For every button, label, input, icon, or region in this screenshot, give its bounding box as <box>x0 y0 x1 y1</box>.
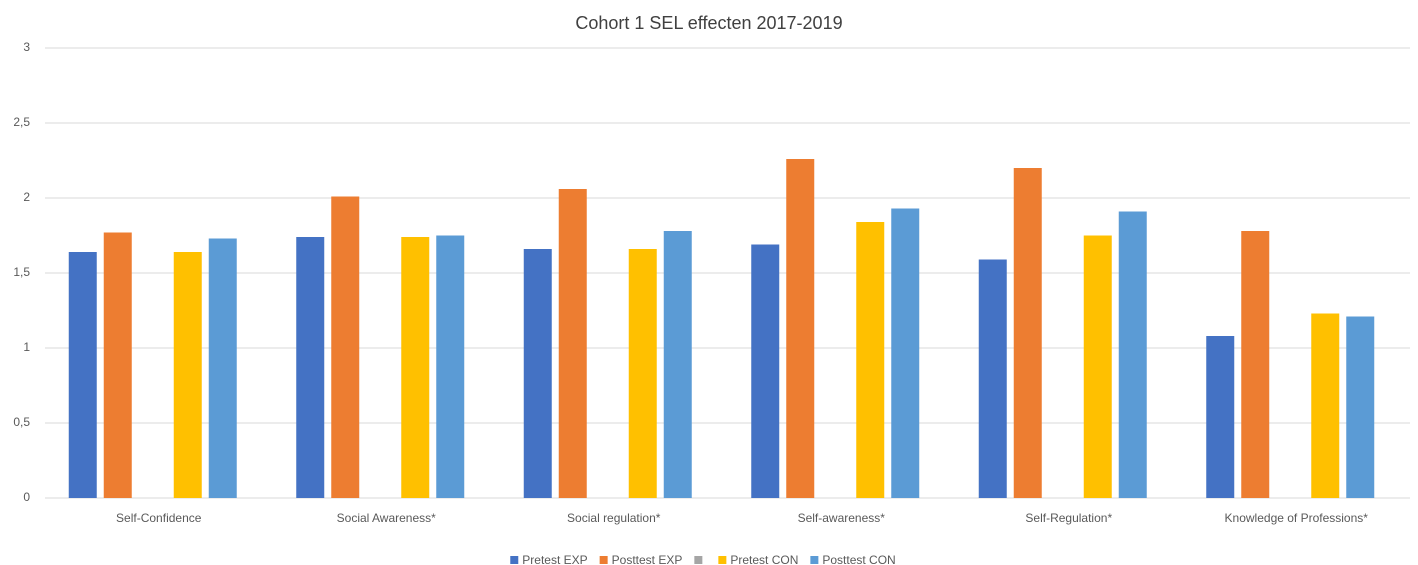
legend-label: Pretest EXP <box>522 553 587 565</box>
bar <box>558 189 587 498</box>
y-tick-label: 0 <box>23 490 30 504</box>
y-tick-label: 2 <box>23 190 30 204</box>
x-tick-label: Self-Regulation* <box>1025 511 1112 525</box>
legend-label: Posttest CON <box>822 553 895 565</box>
bar <box>1311 313 1340 498</box>
bar <box>1083 235 1112 498</box>
x-tick-label: Self-awareness* <box>798 511 886 525</box>
bar <box>523 249 552 498</box>
legend-label: Pretest CON <box>730 553 798 565</box>
x-tick-label: Self-Confidence <box>116 511 202 525</box>
bar <box>751 244 780 498</box>
bar <box>208 238 237 498</box>
x-tick-label: Social regulation* <box>567 511 661 525</box>
bar <box>1118 211 1147 498</box>
y-tick-label: 3 <box>23 40 30 54</box>
bar <box>331 196 360 498</box>
bar <box>436 235 465 498</box>
y-tick-label: 0,5 <box>13 415 30 429</box>
bar <box>1013 168 1042 498</box>
bar <box>401 237 430 498</box>
y-tick-label: 2,5 <box>13 115 30 129</box>
bar <box>663 231 692 498</box>
x-tick-label: Social Awareness* <box>337 511 437 525</box>
y-tick-label: 1 <box>23 340 30 354</box>
bar <box>68 252 97 498</box>
bar <box>296 237 325 498</box>
legend-swatch <box>510 556 519 564</box>
x-tick-label: Knowledge of Professions* <box>1225 511 1369 525</box>
bar <box>891 208 920 498</box>
bar <box>856 222 885 498</box>
bar <box>786 159 815 498</box>
bar <box>1206 336 1235 498</box>
legend-label: Posttest EXP <box>612 553 683 565</box>
y-tick-label: 1,5 <box>13 265 30 279</box>
legend-swatch <box>810 556 819 564</box>
legend-swatch <box>694 556 703 564</box>
chart-title: Cohort 1 SEL effecten 2017-2019 <box>575 13 842 33</box>
legend-swatch <box>599 556 608 564</box>
bar <box>1346 316 1375 498</box>
bar <box>173 252 202 498</box>
legend-swatch <box>718 556 727 564</box>
bar <box>628 249 657 498</box>
bar <box>103 232 132 498</box>
bar <box>978 259 1007 498</box>
bar <box>1241 231 1270 498</box>
